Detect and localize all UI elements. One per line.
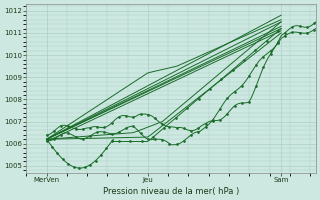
X-axis label: Pression niveau de la mer( hPa ): Pression niveau de la mer( hPa )	[103, 187, 239, 196]
